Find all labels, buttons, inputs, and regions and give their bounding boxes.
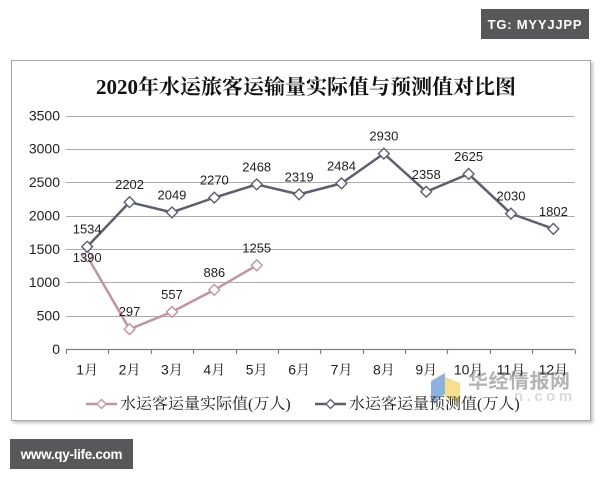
x-tick-label: 12月 xyxy=(539,360,569,380)
watermark: 华经情报网 n.com xyxy=(428,369,576,404)
series-marker-actual xyxy=(207,283,221,297)
series-marker-predicted xyxy=(250,178,264,191)
series-marker-predicted xyxy=(504,207,518,221)
x-tick-label: 9月 xyxy=(415,360,437,380)
data-label-predicted: 1802 xyxy=(539,204,568,219)
chart-frame xyxy=(11,60,591,421)
x-tick-label: 3月 xyxy=(161,360,183,380)
chart-title: 2020年水运旅客运输量实际值与预测值对比图 xyxy=(96,71,516,101)
legend-entry-actual: 水运客运量实际值(万人) xyxy=(86,391,291,415)
x-tick-label: 7月 xyxy=(331,360,353,380)
tg-badge-label: TG: MYYJJPP xyxy=(487,16,583,32)
series-marker-predicted xyxy=(207,191,221,205)
data-label-predicted: 1534 xyxy=(73,222,102,237)
watermark-brand-text: 华经情报网 xyxy=(468,365,571,394)
series-marker-predicted xyxy=(165,205,179,219)
site-badge-label: www.qy-life.com xyxy=(20,446,123,462)
y-tick-label: 0 xyxy=(52,341,60,357)
data-label-predicted: 2468 xyxy=(242,159,271,174)
x-tick-label: 4月 xyxy=(203,360,225,380)
series-marker-actual xyxy=(165,305,179,319)
series-marker-predicted xyxy=(419,185,433,199)
data-label-predicted: 2049 xyxy=(157,187,186,202)
data-label-predicted: 2484 xyxy=(327,158,356,173)
watermark-logo-yellow-shape xyxy=(445,377,460,403)
legend-diamond-actual xyxy=(96,398,107,409)
data-label-predicted: 2202 xyxy=(115,177,144,192)
watermark-domain-text: n.com xyxy=(514,388,576,405)
series-marker-actual xyxy=(80,249,94,263)
watermark-text-block: 华经情报网 n.com xyxy=(462,365,576,405)
series-marker-predicted xyxy=(123,195,136,209)
data-label-predicted: 2930 xyxy=(369,129,398,144)
data-label-actual: 297 xyxy=(119,304,141,319)
x-tick-label: 5月 xyxy=(246,360,268,380)
x-tick-label: 10月 xyxy=(454,360,484,380)
series-marker-predicted xyxy=(80,240,94,254)
chart-legend: 水运客运量实际值(万人) 水运客运量预测值(万人) xyxy=(0,391,600,415)
data-label-predicted: 2319 xyxy=(285,169,314,184)
series-line-predicted xyxy=(86,152,554,248)
legend-marker-actual-icon xyxy=(86,398,117,409)
y-tick-label: 3500 xyxy=(29,107,60,123)
watermark-logo-icon xyxy=(431,373,460,403)
data-label-actual: 1390 xyxy=(73,250,102,265)
y-tick-label: 2500 xyxy=(29,174,60,190)
series-marker-predicted xyxy=(546,222,560,236)
x-tick-label: 11月 xyxy=(497,360,526,380)
series-marker-actual xyxy=(123,322,136,336)
legend-marker-predicted-icon xyxy=(315,398,346,409)
y-tick-label: 2000 xyxy=(29,207,60,223)
series-marker-actual xyxy=(250,258,264,272)
site-badge: www.qy-life.com xyxy=(10,439,133,469)
legend-label-predicted: 水运客运量预测值(万人) xyxy=(349,391,520,414)
legend-diamond-predicted xyxy=(325,398,336,409)
series-marker-predicted xyxy=(377,147,391,161)
x-tick-label: 8月 xyxy=(373,360,395,380)
y-tick-label: 3000 xyxy=(29,141,60,157)
data-label-predicted: 2358 xyxy=(412,167,441,182)
y-tick-label: 1500 xyxy=(29,241,60,257)
series-marker-predicted xyxy=(292,187,306,201)
x-tick-label: 2月 xyxy=(119,360,141,380)
data-label-predicted: 2625 xyxy=(454,149,483,164)
watermark-logo-blue-shape xyxy=(431,373,445,403)
data-label-actual: 557 xyxy=(161,287,183,302)
data-label-actual: 886 xyxy=(203,265,225,280)
tg-badge: TG: MYYJJPP xyxy=(481,9,589,39)
series-marker-predicted xyxy=(335,176,348,190)
legend-entry-predicted: 水运客运量预测值(万人) xyxy=(315,391,520,415)
x-tick-label: 1月 xyxy=(76,360,98,380)
x-tick-label: 6月 xyxy=(288,360,310,380)
y-tick-label: 500 xyxy=(37,307,61,323)
data-label-actual: 1255 xyxy=(242,240,271,255)
legend-label-actual: 水运客运量实际值(万人) xyxy=(120,391,291,414)
series-marker-predicted xyxy=(462,167,475,181)
y-tick-label: 1000 xyxy=(29,274,60,290)
data-label-predicted: 2270 xyxy=(200,173,229,188)
data-label-predicted: 2030 xyxy=(497,189,526,204)
